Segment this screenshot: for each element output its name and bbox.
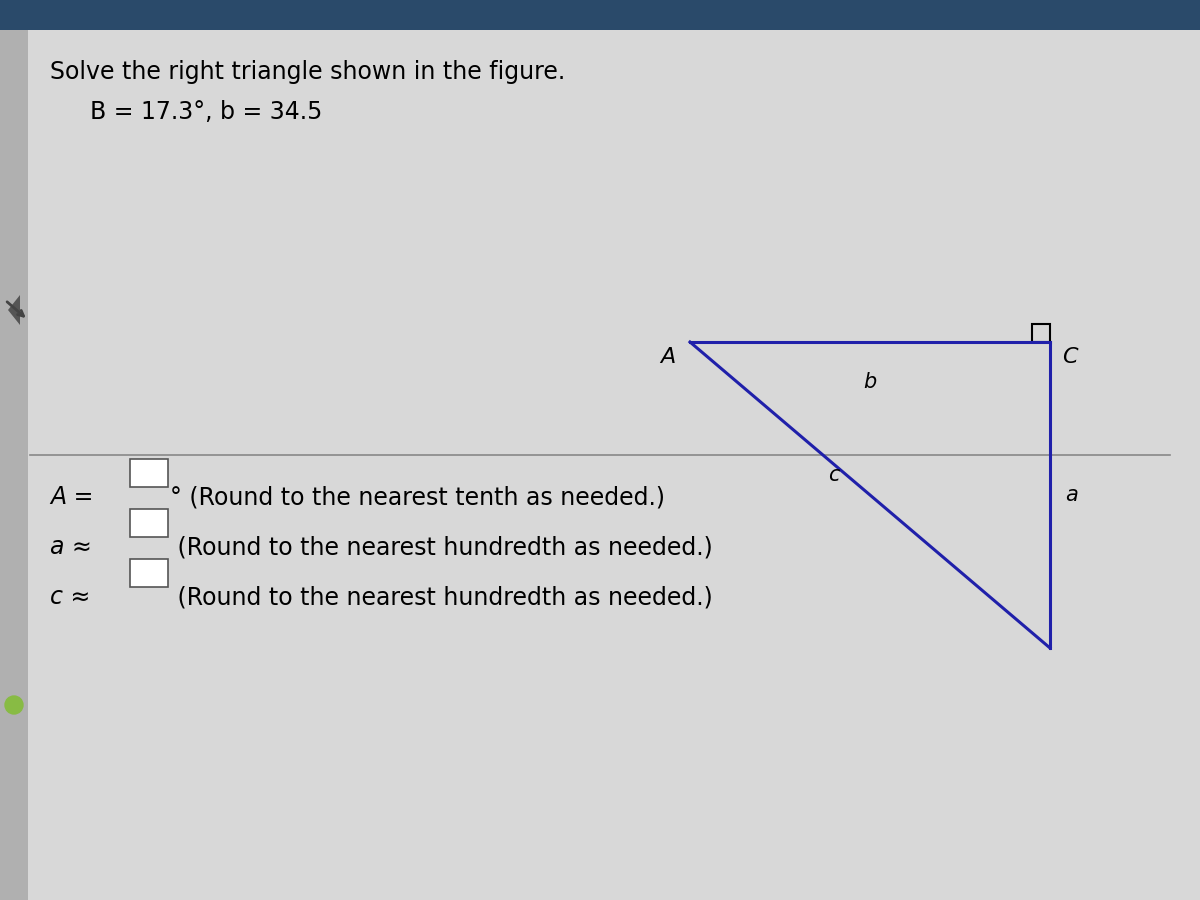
Text: C: C xyxy=(1062,347,1078,367)
Text: a: a xyxy=(1066,485,1078,505)
Bar xyxy=(0,30,28,900)
Bar xyxy=(130,459,168,487)
Text: c ≈: c ≈ xyxy=(50,585,90,609)
Polygon shape xyxy=(8,295,20,325)
Text: b: b xyxy=(863,372,877,392)
Circle shape xyxy=(5,696,23,714)
Text: A: A xyxy=(660,347,674,367)
Bar xyxy=(0,0,1200,30)
Text: ° (Round to the nearest tenth as needed.): ° (Round to the nearest tenth as needed.… xyxy=(170,485,665,509)
Text: c: c xyxy=(828,465,840,485)
Bar xyxy=(130,509,168,537)
Bar xyxy=(1032,324,1050,342)
Text: a ≈: a ≈ xyxy=(50,535,91,559)
Text: (Round to the nearest hundredth as needed.): (Round to the nearest hundredth as neede… xyxy=(170,585,713,609)
Bar xyxy=(130,559,168,587)
Text: B = 17.3°, b = 34.5: B = 17.3°, b = 34.5 xyxy=(90,100,323,124)
Text: A =: A = xyxy=(50,485,94,509)
Text: (Round to the nearest hundredth as needed.): (Round to the nearest hundredth as neede… xyxy=(170,535,713,559)
Text: Solve the right triangle shown in the figure.: Solve the right triangle shown in the fi… xyxy=(50,60,565,84)
